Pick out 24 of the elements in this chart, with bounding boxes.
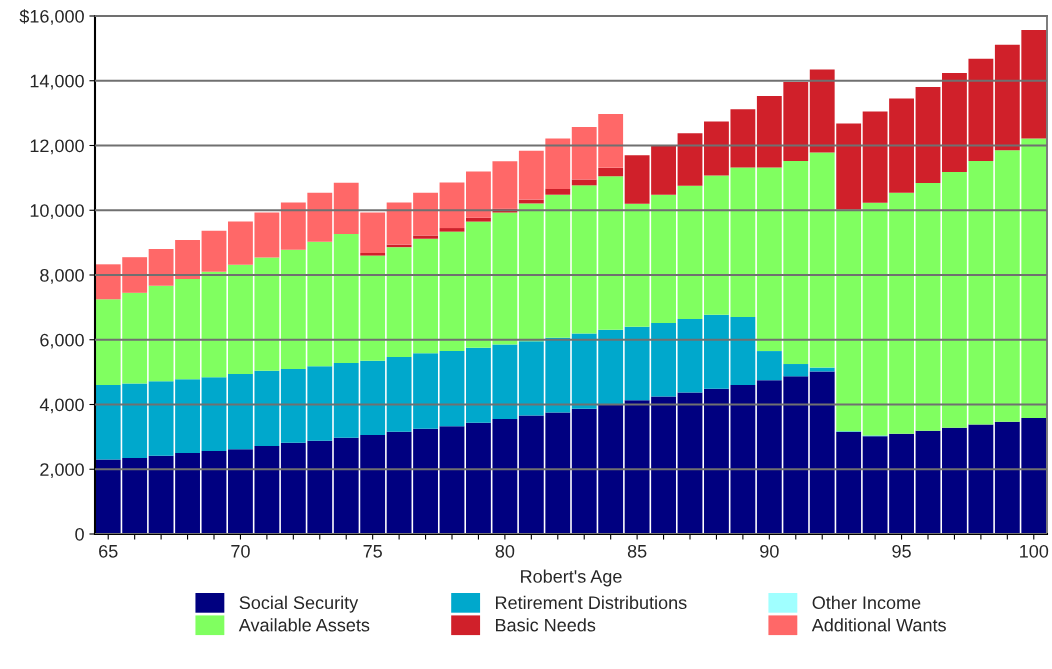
y-tick-label: 6,000: [40, 333, 84, 349]
legend-label: Retirement Distributions: [496, 595, 687, 610]
y-tick-label: 2,000: [40, 463, 84, 479]
y-tick-label: 4,000: [39, 398, 84, 414]
y-tick-label: 14,000: [30, 74, 84, 90]
legend-label: Additional Wants: [811, 618, 946, 632]
legend-label: Available Assets: [238, 618, 370, 632]
legend-label: Other Income: [812, 595, 921, 610]
y-tick-label: 0: [75, 527, 84, 541]
legend-label: Basic Needs: [496, 618, 596, 632]
x-tick-label: 75: [363, 545, 382, 558]
legend-label: Social Security: [239, 595, 359, 613]
x-tick-label: 70: [231, 544, 250, 558]
y-tick-label: 10,000: [30, 204, 84, 220]
x-tick-label: 65: [99, 544, 118, 558]
x-tick-label: 80: [495, 544, 515, 558]
y-tick-label: 8,000: [40, 268, 84, 284]
y-tick-label: 12,000: [30, 139, 84, 155]
x-axis-title: Robert's Age: [521, 569, 622, 587]
x-tick-label: 85: [627, 544, 647, 558]
y-tick-label: $16,000: [19, 9, 84, 25]
x-tick-label: 100: [1020, 544, 1049, 558]
x-tick-label: 90: [760, 544, 779, 558]
x-tick-label: 95: [892, 544, 911, 558]
